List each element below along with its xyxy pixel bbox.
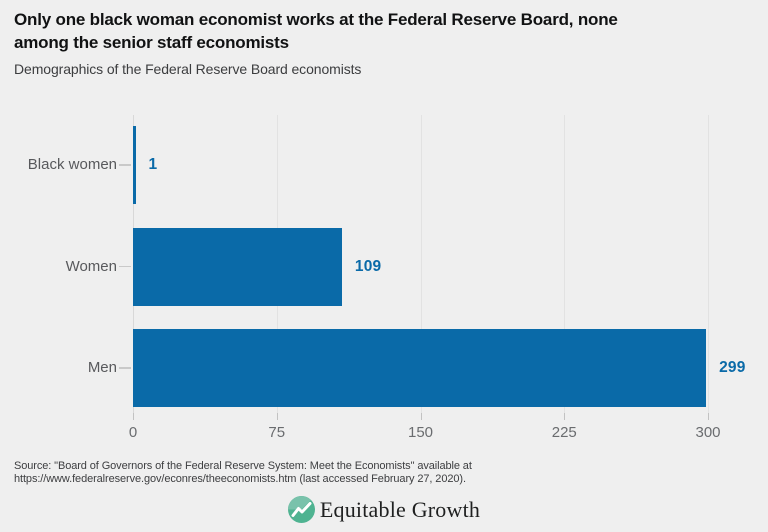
x-axis-tick-label: 75 [268, 424, 286, 441]
x-axis-tick [564, 413, 566, 420]
source-note-line-1: Source: "Board of Governors of the Feder… [14, 460, 472, 472]
equitable-growth-logo: Equitable Growth [0, 496, 768, 523]
x-axis-tick [133, 413, 134, 420]
equitable-growth-logo-text: Equitable Growth [319, 496, 481, 522]
equitable-growth-logo-icon [287, 496, 315, 523]
chart-title: Only one black woman economist works at … [14, 8, 618, 54]
x-axis-tick-label: 150 [407, 424, 434, 441]
source-note-line-2: https://www.federalreserve.gov/econres/t… [14, 473, 466, 485]
bar [133, 126, 136, 204]
x-axis-tick-label: 0 [128, 424, 138, 441]
chart-subtitle: Demographics of the Federal Reserve Boar… [14, 61, 362, 77]
y-axis-tick-dash [119, 367, 131, 369]
chart-title-line-2: among the senior staff economists [14, 33, 289, 52]
bar-value-label: 299 [719, 359, 746, 376]
bar-value-label: 109 [354, 257, 382, 275]
bar-value-label: 1 [148, 156, 158, 173]
y-axis-tick-dash [119, 164, 131, 166]
x-axis-tick-label: 300 [695, 424, 721, 441]
x-axis-tick [276, 413, 278, 420]
gridline [420, 115, 422, 413]
x-axis-tick [708, 413, 709, 420]
y-axis-category-label: Women [65, 257, 117, 275]
bar [133, 329, 707, 407]
y-axis-tick-dash [119, 265, 131, 267]
x-axis-tick-label: 225 [551, 424, 577, 441]
y-axis-category-label: Men [87, 359, 117, 376]
source-note: Source: "Board of Governors of the Feder… [14, 460, 472, 486]
x-axis-tick [420, 413, 422, 420]
y-axis-category-label: Black women [27, 156, 117, 173]
bar [133, 227, 342, 306]
gridline [708, 115, 709, 413]
chart-title-line-1: Only one black woman economist works at … [14, 10, 618, 29]
gridline [564, 115, 566, 413]
bar-chart-plot-area: 0 75 150 225 300 Black women 1 Women 109 Men 299 [27, 115, 746, 441]
